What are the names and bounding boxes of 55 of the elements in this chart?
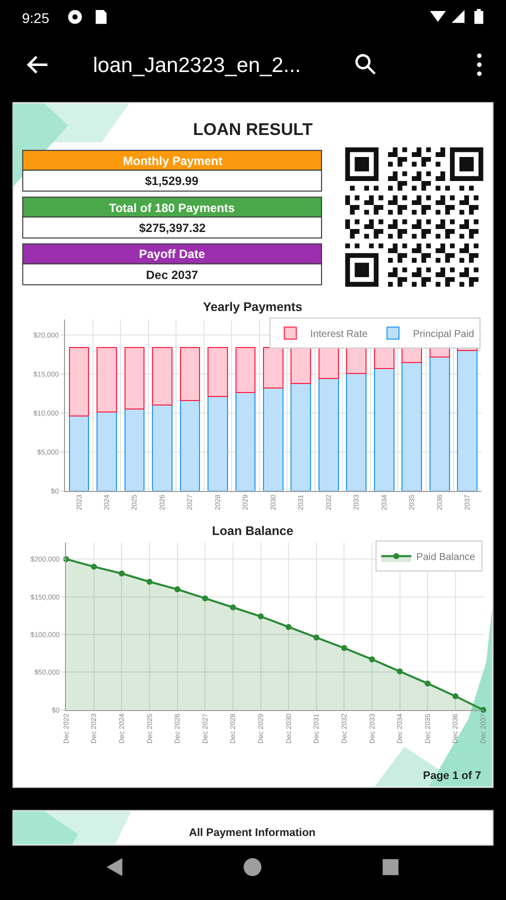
bar	[152, 404, 172, 491]
point	[286, 624, 292, 630]
text: $275,397.32	[139, 221, 206, 235]
text: 9:25	[22, 10, 50, 26]
point	[174, 586, 180, 592]
bar	[235, 392, 256, 491]
bar	[318, 347, 339, 380]
bar	[290, 347, 312, 384]
text: Monthly Payment	[123, 154, 222, 168]
point	[258, 613, 264, 620]
bar	[346, 347, 367, 374]
text: loan_Jan2323_en_2...	[93, 54, 301, 77]
bar	[124, 408, 145, 491]
point	[118, 570, 125, 576]
point	[396, 668, 403, 674]
bar	[402, 362, 422, 491]
bar	[374, 368, 394, 491]
bar	[346, 372, 367, 491]
bar	[96, 412, 117, 491]
point	[230, 604, 236, 610]
bar	[208, 347, 228, 398]
legend-label: Interest Rate	[310, 328, 368, 340]
text: Dec 2037	[146, 268, 198, 282]
text: Total of 180 Payments	[109, 201, 236, 215]
point	[341, 645, 348, 652]
bar	[68, 347, 90, 417]
bar	[152, 347, 172, 406]
text: Payoff Date	[139, 247, 206, 261]
point	[90, 564, 97, 570]
bar	[180, 347, 200, 402]
text: All Payment Information	[189, 827, 316, 839]
point	[202, 595, 208, 602]
text: LOAN RESULT	[193, 120, 314, 139]
bar	[429, 356, 450, 491]
bar	[96, 347, 117, 413]
point	[313, 634, 320, 641]
chart-title: Yearly Payments	[203, 300, 302, 314]
bar	[290, 382, 312, 491]
bar	[402, 347, 422, 363]
bar	[318, 378, 339, 491]
bar	[180, 400, 200, 491]
bar	[263, 347, 284, 389]
bar	[457, 350, 478, 491]
bar	[374, 347, 394, 370]
bar	[235, 347, 256, 394]
bar	[68, 416, 90, 491]
point	[146, 578, 153, 585]
chart-title: Loan Balance	[212, 524, 294, 538]
bar	[263, 388, 284, 491]
legend-label: Paid Balance	[416, 552, 476, 563]
legend-label: Principal Paid	[412, 328, 474, 340]
bar	[208, 396, 228, 491]
bar	[124, 347, 145, 410]
text: $1,529.99	[145, 174, 199, 188]
point	[369, 656, 376, 662]
